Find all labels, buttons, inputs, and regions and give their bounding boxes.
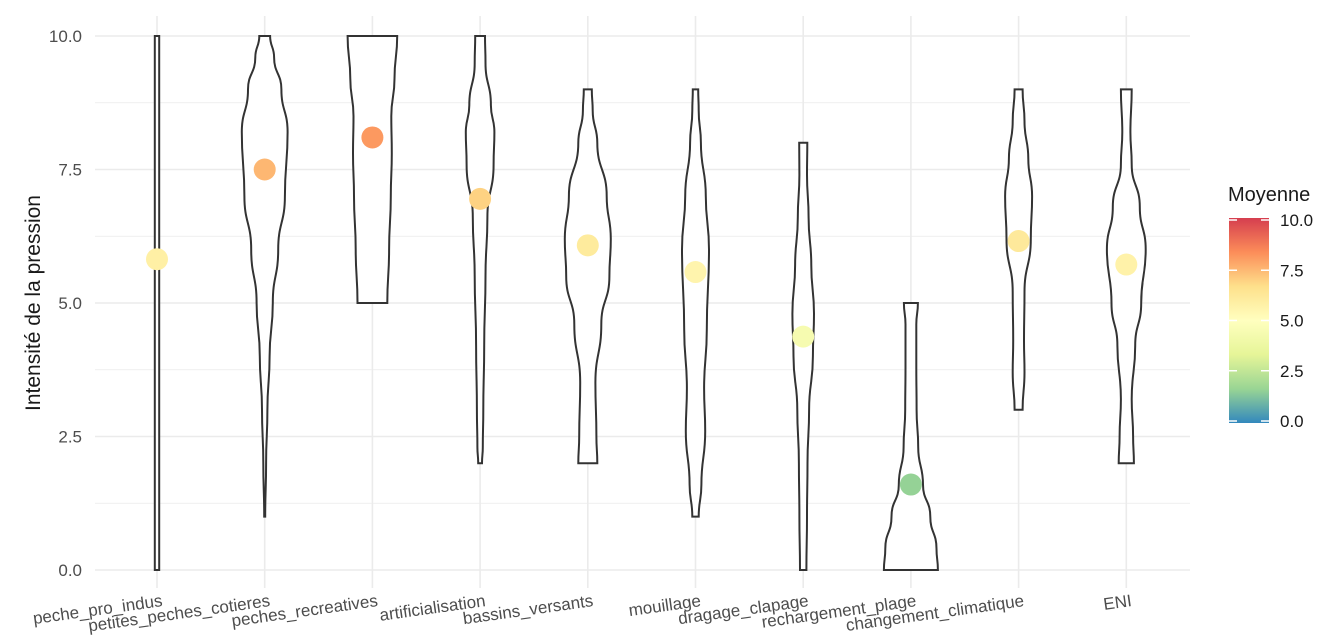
mean-point-peches_recreatives [361,126,384,149]
mean-point-petites_peches_cotieres [253,158,276,181]
mean-point-changement_climatique [1007,230,1030,253]
legend-title: Moyenne [1228,184,1310,206]
violin-artificialisation [464,35,496,465]
legend-tick-label: 10.0 [1280,211,1313,230]
violin-petites_peches_cotieres [240,35,289,518]
mean-point-ENI [1115,253,1138,276]
y-axis-label: Intensité de la pression [22,195,45,411]
legend-tick-label: 7.5 [1280,261,1304,280]
violin-dragage_clapage [791,141,816,571]
legend-ticks: 10.0 7.5 5.0 2.5 0.0 [1229,211,1313,431]
violin-ENI [1105,88,1147,465]
violin-bassins_versants [563,88,612,465]
violins [153,35,1147,571]
violin-mouillage [680,88,711,518]
legend: Moyenne 10.0 7.5 5.0 2.5 0.0 [1228,184,1313,431]
violin-peches_recreatives [346,35,399,304]
mean-point-mouillage [684,261,707,284]
y-tick-label: 7.5 [58,161,82,180]
violin-peche_pro_indus [153,35,161,571]
y-tick-label: 5.0 [58,294,82,313]
y-tick-label: 10.0 [49,27,82,46]
mean-point-rechargement_plage [899,473,922,496]
y-tick-label: 2.5 [58,428,82,447]
mean-point-peche_pro_indus [146,248,168,271]
mean-point-artificialisation [469,187,492,210]
legend-tick-label: 0.0 [1280,412,1304,431]
x-tick-label: ENI [1102,591,1133,614]
legend-tick-label: 5.0 [1280,312,1304,331]
violin-rechargement_plage [882,302,939,571]
mean-point-dragage_clapage [792,325,815,348]
y-axis-ticks: 0.0 2.5 5.0 7.5 10.0 [49,27,82,580]
mean-point-bassins_versants [576,234,599,257]
y-tick-label: 0.0 [58,561,82,580]
mean-points [146,126,1138,496]
legend-tick-label: 2.5 [1280,362,1304,381]
x-axis-ticks: peche_pro_induspetites_peches_cotierespe… [32,591,1133,635]
